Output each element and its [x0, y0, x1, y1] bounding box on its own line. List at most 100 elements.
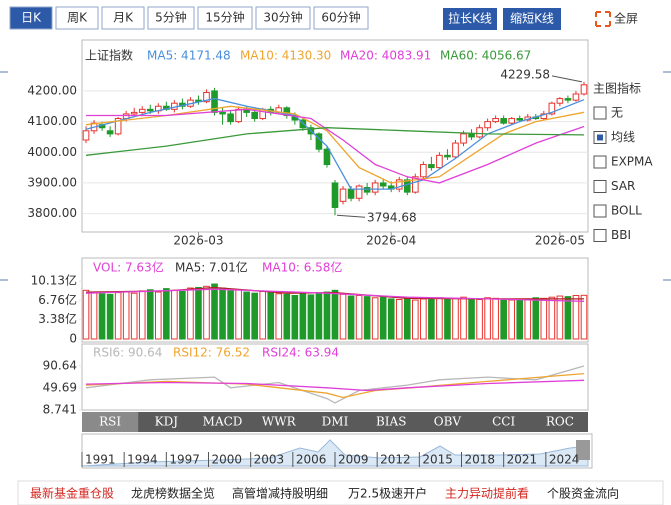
- fullscreen-icon[interactable]: [595, 11, 611, 27]
- volume-bar: [428, 298, 435, 340]
- checkbox[interactable]: [593, 229, 607, 242]
- footer-link[interactable]: 最新基金重仓股: [30, 486, 114, 501]
- y-tick-label: 4000.00: [27, 145, 77, 159]
- period-label[interactable]: 周K: [67, 11, 88, 25]
- indicator-tab[interactable]: WWR: [262, 415, 297, 429]
- indicator-tab[interactable]: BIAS: [376, 415, 406, 429]
- candle-body: [476, 127, 483, 138]
- footer-link[interactable]: 主力异动提前看: [445, 486, 529, 501]
- volume-bar: [90, 291, 98, 340]
- period-button[interactable]: [255, 6, 311, 30]
- candle-body: [484, 121, 491, 129]
- candle-body: [516, 118, 524, 121]
- checkbox[interactable]: [593, 180, 607, 193]
- kline-button-label[interactable]: 缩短K线: [510, 11, 554, 26]
- period-label[interactable]: 30分钟: [263, 10, 302, 25]
- footer-link[interactable]: 龙虎榜数据全览: [131, 486, 215, 501]
- period-button[interactable]: [197, 6, 253, 30]
- footer-link[interactable]: 高管增减持股明细: [232, 486, 328, 501]
- y-tick-label: 4200.00: [27, 83, 77, 97]
- volume-bar: [339, 293, 347, 340]
- indicator-tab[interactable]: DMI: [322, 415, 349, 429]
- candle-body: [82, 130, 90, 141]
- kline-button-label[interactable]: 拉长K线: [448, 11, 492, 26]
- period-button[interactable]: [9, 6, 53, 30]
- volume-bar: [171, 289, 178, 340]
- kline-button[interactable]: [443, 8, 497, 30]
- timeline-label: 2021: [507, 453, 538, 467]
- y-tick-label: 3.38亿: [38, 311, 77, 326]
- option-label[interactable]: BBI: [611, 228, 631, 242]
- indicator-tab[interactable]: OBV: [434, 415, 462, 429]
- kline-button[interactable]: [503, 8, 561, 30]
- volume-bar: [187, 287, 194, 340]
- indicator-tab[interactable]: KDJ: [155, 415, 179, 429]
- annotation-arrow: [551, 75, 583, 83]
- indicator-tab[interactable]: MACD: [203, 415, 243, 429]
- candle-body: [323, 148, 331, 166]
- candle-body: [412, 176, 419, 193]
- candle-body: [403, 179, 411, 193]
- fullscreen-label[interactable]: 全屏: [614, 11, 638, 26]
- indicator-tab[interactable]: CCI: [492, 415, 515, 429]
- option-label[interactable]: 无: [611, 106, 623, 120]
- volume-bar: [484, 297, 491, 340]
- period-label[interactable]: 60分钟: [321, 10, 360, 25]
- tab-active[interactable]: [82, 412, 139, 432]
- y-tick-label: 49.69: [43, 381, 77, 395]
- candle-body: [572, 93, 580, 101]
- indicator-tab[interactable]: ROC: [546, 415, 574, 429]
- period-button[interactable]: [313, 6, 369, 30]
- timeline-label: 2024: [549, 453, 580, 467]
- volume-bar: [436, 297, 443, 340]
- volume-bar: [532, 297, 540, 340]
- checkbox[interactable]: [593, 204, 607, 218]
- period-button[interactable]: [55, 6, 99, 30]
- checkbox[interactable]: [593, 106, 607, 120]
- volume-bar: [540, 297, 548, 340]
- tab-bar: [82, 412, 588, 432]
- period-label[interactable]: 日K: [21, 11, 42, 25]
- timeline-label: 2009: [338, 453, 369, 467]
- option-label[interactable]: BOLL: [611, 204, 642, 218]
- candle-body: [331, 182, 339, 208]
- legend-entry: RSI24: 63.94: [262, 346, 339, 360]
- timeline-label: 2003: [254, 453, 285, 467]
- y-tick-label: 6.76亿: [38, 292, 77, 307]
- candle-body: [130, 111, 138, 115]
- period-button[interactable]: [101, 6, 145, 30]
- period-button[interactable]: [147, 6, 195, 30]
- timeline-label: 2006: [296, 453, 327, 467]
- volume-bar: [564, 296, 572, 340]
- period-label[interactable]: 月K: [113, 11, 134, 25]
- volume-bar: [291, 294, 299, 340]
- checkbox-mark[interactable]: [597, 134, 603, 141]
- volume-bar: [146, 289, 154, 340]
- indicator-tab[interactable]: RSI: [99, 415, 121, 429]
- timeline-handle[interactable]: [576, 440, 590, 460]
- candle-body: [564, 98, 572, 101]
- volume-bar: [572, 294, 580, 340]
- footer-link[interactable]: 个股资金流向: [547, 486, 619, 501]
- footer-link[interactable]: 万2.5极速开户: [348, 486, 427, 501]
- candle-body: [508, 118, 516, 124]
- checkbox[interactable]: [593, 155, 607, 169]
- volume-bar: [114, 292, 122, 340]
- volume-bar: [331, 289, 339, 340]
- option-label[interactable]: SAR: [611, 179, 635, 193]
- volume-bar: [130, 292, 138, 340]
- high-annotation: 4229.58: [500, 67, 550, 81]
- volume-bar: [387, 298, 395, 340]
- option-label[interactable]: EXPMA: [611, 155, 653, 169]
- option-label[interactable]: 均线: [611, 130, 635, 144]
- volume-bar: [524, 298, 532, 340]
- volume-bar: [267, 292, 275, 340]
- candle-body: [219, 111, 226, 115]
- volume-bar: [122, 290, 130, 340]
- period-label[interactable]: 15分钟: [205, 10, 244, 25]
- period-label[interactable]: 5分钟: [155, 10, 187, 25]
- volume-bar: [154, 291, 162, 340]
- indicator-line: [86, 108, 585, 184]
- volume-bar: [363, 296, 371, 340]
- footer-box: [17, 480, 664, 505]
